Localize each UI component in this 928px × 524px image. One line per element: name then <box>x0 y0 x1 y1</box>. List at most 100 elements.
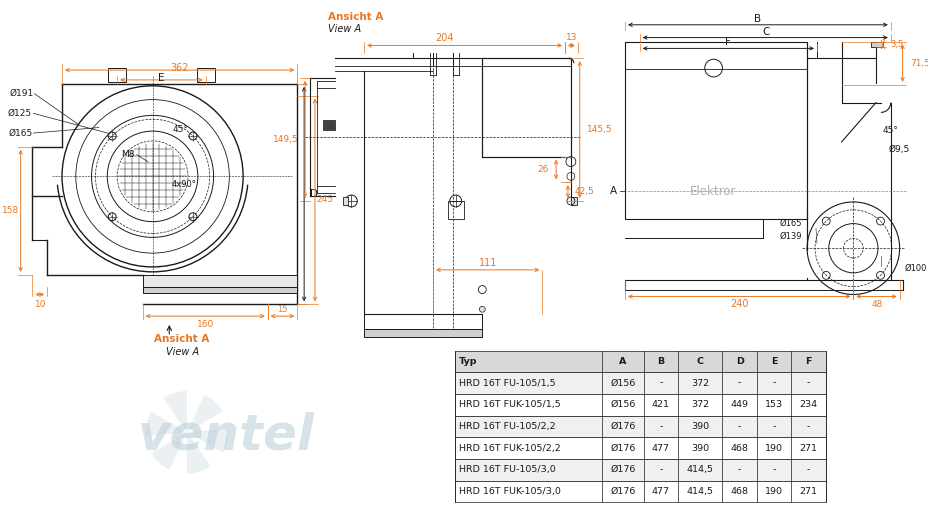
Text: -: - <box>659 465 662 474</box>
Text: 414,5: 414,5 <box>686 465 713 474</box>
Wedge shape <box>146 412 187 436</box>
Text: Ansicht A: Ansicht A <box>328 12 382 22</box>
Text: 477: 477 <box>651 487 669 496</box>
Text: Ø125: Ø125 <box>7 109 32 118</box>
Text: 421: 421 <box>651 400 669 409</box>
Text: -: - <box>806 378 809 388</box>
Text: HRD 16T FU-105/2,2: HRD 16T FU-105/2,2 <box>458 422 555 431</box>
Text: F: F <box>725 37 730 47</box>
Text: 111: 111 <box>478 258 496 268</box>
Text: C: C <box>696 357 703 366</box>
Bar <box>197 68 214 82</box>
Text: 271: 271 <box>799 443 817 453</box>
Text: ventel: ventel <box>137 411 315 459</box>
Bar <box>454 459 825 481</box>
Text: 26: 26 <box>537 165 548 174</box>
Wedge shape <box>187 395 223 432</box>
Text: HRD 16T FU-105/1,5: HRD 16T FU-105/1,5 <box>458 378 555 388</box>
Bar <box>109 68 126 82</box>
Text: 15: 15 <box>277 305 288 314</box>
Text: 477: 477 <box>651 443 669 453</box>
Text: HRD 16T FUK-105/1,5: HRD 16T FUK-105/1,5 <box>458 400 560 409</box>
Text: 160: 160 <box>197 320 213 329</box>
Text: -: - <box>737 465 741 474</box>
Text: 204: 204 <box>435 32 454 42</box>
Text: -: - <box>771 378 775 388</box>
Text: 48: 48 <box>870 300 882 309</box>
Text: M8: M8 <box>122 150 135 159</box>
Bar <box>870 41 882 48</box>
Text: 240: 240 <box>729 299 748 309</box>
Text: -: - <box>771 465 775 474</box>
Text: 13: 13 <box>565 33 577 42</box>
Text: 145,5: 145,5 <box>586 125 612 134</box>
Text: 190: 190 <box>765 443 782 453</box>
Text: -: - <box>771 422 775 431</box>
Text: 190: 190 <box>765 487 782 496</box>
Wedge shape <box>151 432 187 470</box>
Bar <box>364 314 482 329</box>
Text: HRD 16T FU-105/3,0: HRD 16T FU-105/3,0 <box>458 465 555 474</box>
Wedge shape <box>187 432 211 474</box>
Text: 372: 372 <box>690 378 709 388</box>
Circle shape <box>479 307 484 312</box>
Text: -: - <box>737 378 741 388</box>
Bar <box>143 287 297 292</box>
Text: 234: 234 <box>799 400 817 409</box>
Bar <box>625 41 806 69</box>
Text: 449: 449 <box>730 400 748 409</box>
Bar <box>454 437 825 459</box>
Bar <box>571 197 576 205</box>
Bar <box>323 121 334 130</box>
Text: 45°: 45° <box>882 126 897 135</box>
Text: 153: 153 <box>765 400 782 409</box>
Bar <box>454 351 825 372</box>
Text: HRD 16T FUK-105/2,2: HRD 16T FUK-105/2,2 <box>458 443 560 453</box>
Bar <box>364 329 482 337</box>
Bar <box>143 275 297 287</box>
Text: Ø176: Ø176 <box>610 443 635 453</box>
Text: 149,5: 149,5 <box>272 135 298 144</box>
Text: 158: 158 <box>2 206 19 215</box>
Bar <box>454 416 825 437</box>
Text: View A: View A <box>165 346 199 356</box>
Text: D: D <box>735 357 742 366</box>
Text: Ø191: Ø191 <box>10 89 34 98</box>
Text: 468: 468 <box>730 487 748 496</box>
Text: 372: 372 <box>690 400 709 409</box>
Text: 45°: 45° <box>172 125 187 134</box>
Bar <box>342 197 348 205</box>
Text: Ø139: Ø139 <box>779 232 802 241</box>
Bar <box>454 481 825 502</box>
Text: B: B <box>657 357 664 366</box>
Text: 414,5: 414,5 <box>686 487 713 496</box>
Text: A: A <box>619 357 626 366</box>
Text: HRD 16T FUK-105/3,0: HRD 16T FUK-105/3,0 <box>458 487 560 496</box>
Text: C: C <box>761 27 768 37</box>
Text: -: - <box>659 422 662 431</box>
Text: -: - <box>659 378 662 388</box>
Text: 10: 10 <box>34 300 46 309</box>
Bar <box>447 201 463 219</box>
Text: Ø100: Ø100 <box>904 264 926 272</box>
Text: Ø176: Ø176 <box>610 465 635 474</box>
Text: 468: 468 <box>730 443 748 453</box>
Text: -: - <box>806 465 809 474</box>
Text: 390: 390 <box>690 443 709 453</box>
Text: 3,5: 3,5 <box>890 40 903 49</box>
Text: 71,5: 71,5 <box>909 59 928 68</box>
Text: B: B <box>754 14 761 24</box>
Text: 42,5: 42,5 <box>574 187 594 196</box>
Text: Ansicht A: Ansicht A <box>154 334 210 344</box>
Text: -: - <box>806 422 809 431</box>
Text: Ø165: Ø165 <box>779 219 802 228</box>
Bar <box>625 41 806 219</box>
Wedge shape <box>163 391 187 432</box>
Text: E: E <box>770 357 777 366</box>
Text: Ø165: Ø165 <box>9 128 33 138</box>
Text: F: F <box>805 357 811 366</box>
Bar <box>454 394 825 416</box>
Text: 271: 271 <box>799 487 817 496</box>
Text: Ø176: Ø176 <box>610 422 635 431</box>
Text: -: - <box>737 422 741 431</box>
